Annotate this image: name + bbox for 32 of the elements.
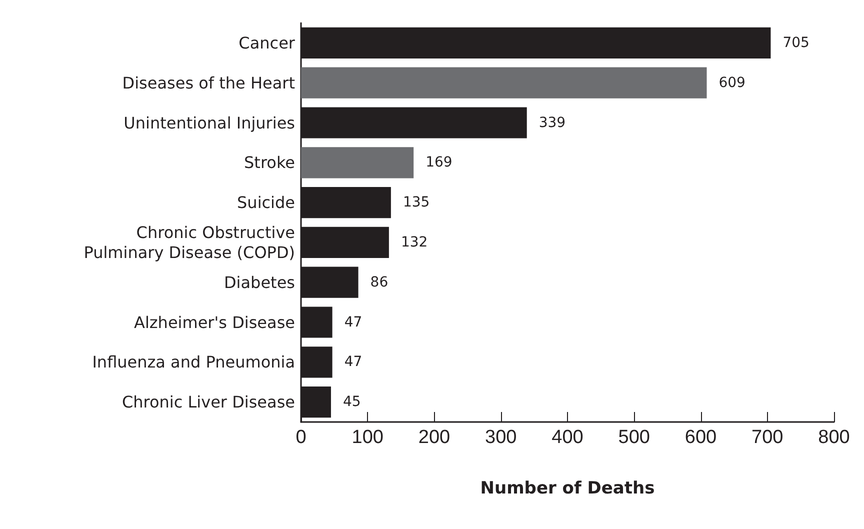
x-tick-label: 200: [418, 427, 450, 448]
data-label: 609: [718, 74, 746, 91]
x-tick-label: 700: [752, 427, 784, 448]
data-label: 705: [782, 34, 810, 51]
y-tick-label: Chronic Liver Disease: [122, 392, 295, 412]
y-tick-label: Diabetes: [224, 272, 295, 292]
y-tick-label: Influenza and Pneumonia: [92, 352, 295, 372]
x-tick-label: 600: [684, 427, 717, 448]
y-tick-label: Cancer: [238, 33, 296, 52]
bar: [301, 147, 414, 178]
data-label: 169: [426, 154, 452, 171]
x-tick-label: 0: [296, 427, 306, 448]
x-axis-title: Number of Deaths: [480, 478, 655, 498]
y-tick-label: Unintentional Injuries: [124, 113, 295, 132]
data-label: 339: [538, 114, 566, 131]
data-label: 132: [400, 234, 428, 250]
bar: [301, 67, 707, 98]
y-tick-label: Alzheimer's Disease: [134, 312, 295, 332]
y-tick-label: Stroke: [244, 153, 295, 172]
data-label: 47: [344, 314, 362, 330]
data-label: 86: [370, 274, 388, 290]
x-tick-label: 800: [818, 427, 850, 448]
data-label: 47: [344, 354, 362, 370]
x-tick-label: 300: [485, 427, 517, 448]
data-label: 135: [402, 194, 430, 211]
y-tick-label: Suicide: [237, 193, 295, 212]
x-tick-label: 100: [352, 427, 384, 448]
y-tick-label: Chronic Obstructive Pulminary Disease (COPD): [84, 222, 295, 262]
data-label: 45: [342, 394, 361, 410]
x-tick-label: 500: [618, 427, 650, 448]
y-tick-label: Diseases of the Heart: [122, 73, 295, 92]
x-tick-label: 400: [552, 427, 584, 448]
